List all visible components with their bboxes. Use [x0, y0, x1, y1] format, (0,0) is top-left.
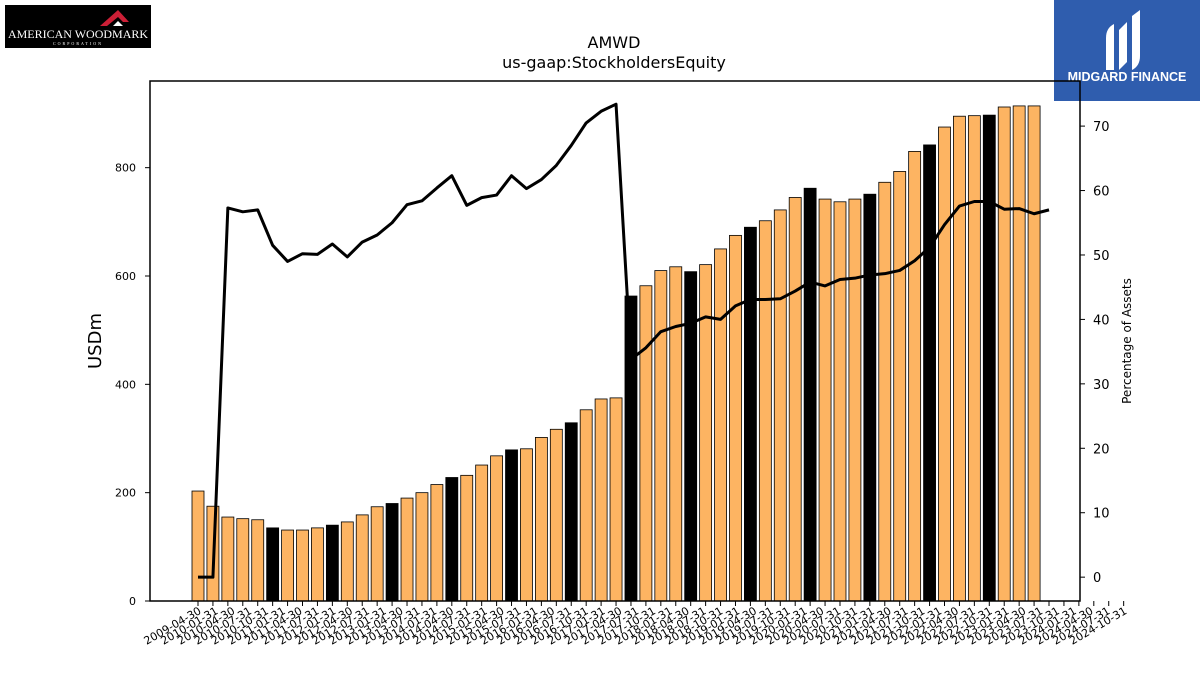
midgard-logo-text: MIDGARD FINANCE	[1068, 70, 1187, 84]
logo-mark-icon: AMERICAN WOODMARK CORPORATION	[8, 10, 148, 46]
equity-bar	[609, 397, 623, 602]
equity-bar	[400, 497, 414, 602]
equity-bar	[699, 264, 713, 602]
equity-bar	[460, 474, 474, 602]
equity-bar	[236, 518, 250, 602]
y2-tick-label: 60	[1093, 185, 1110, 200]
y-tick-label: 600	[115, 270, 136, 283]
y2-tick-label: 30	[1093, 378, 1110, 393]
equity-bar	[744, 226, 757, 602]
equity-bar	[520, 448, 533, 602]
equity-bar	[863, 193, 877, 602]
equity-bar	[490, 455, 504, 602]
y2-axis-label: Percentage of Assets	[1120, 278, 1134, 404]
y-tick-label: 400	[115, 378, 136, 391]
logo-text: AMERICAN WOODMARK	[8, 27, 148, 41]
equity-bar	[908, 151, 922, 602]
equity-bar	[430, 484, 444, 602]
equity-bar	[475, 464, 489, 602]
equity-bar	[534, 437, 548, 602]
equity-bar	[340, 521, 354, 602]
equity-bar	[579, 409, 593, 602]
equity-bar	[654, 270, 668, 602]
equity-bar	[997, 106, 1011, 602]
equity-bar	[848, 198, 862, 602]
equity-bar	[549, 428, 563, 602]
y2-tick-label: 50	[1093, 249, 1110, 264]
equity-bar	[669, 266, 683, 602]
y2-tick-label: 20	[1093, 442, 1110, 457]
equity-bar	[445, 477, 459, 602]
plot-frame	[149, 80, 1081, 602]
equity-bar	[355, 514, 369, 602]
equity-bar	[938, 126, 951, 602]
y-tick-label: 800	[115, 162, 136, 175]
midgard-emblem-icon: MIDGARD FINANCE	[1068, 10, 1187, 84]
midgard-finance-logo: MIDGARD FINANCE	[1054, 0, 1200, 101]
equity-bar	[714, 248, 727, 602]
equity-bar	[221, 516, 235, 602]
y2-tick-label: 70	[1093, 120, 1110, 135]
equity-bar	[296, 529, 309, 602]
y2-tick-label: 40	[1093, 313, 1110, 328]
y-tick-label: 0	[129, 595, 136, 608]
equity-bar	[729, 234, 742, 602]
logo-subtext: CORPORATION	[53, 41, 103, 46]
equity-bar	[803, 187, 817, 602]
equity-bar	[893, 171, 907, 602]
equity-bar	[251, 519, 265, 602]
y2-tick-label: 10	[1093, 507, 1110, 522]
equity-bar	[311, 527, 324, 602]
chart-title: AMWD	[588, 33, 641, 52]
y2-tick-label: 0	[1093, 571, 1101, 586]
equity-bar	[370, 506, 384, 602]
equity-bar	[594, 398, 608, 602]
equity-bar	[564, 422, 578, 602]
american-woodmark-logo: AMERICAN WOODMARK CORPORATION	[5, 5, 151, 48]
equity-bar	[953, 115, 966, 602]
equity-bar	[878, 181, 892, 602]
equity-bar	[505, 449, 518, 602]
equity-bar	[325, 524, 339, 602]
equity-bar	[191, 490, 205, 602]
equity-bar	[788, 197, 802, 602]
equity-bar	[1012, 105, 1026, 602]
equity-bar	[833, 201, 847, 602]
equity-bar	[923, 144, 936, 602]
equity-bar	[639, 285, 653, 602]
equity-bar	[773, 209, 787, 602]
equity-bar	[385, 503, 399, 602]
equity-bar	[982, 114, 996, 602]
equity-bar	[818, 198, 832, 602]
equity-bar	[266, 527, 280, 602]
equity-bar	[1027, 105, 1041, 602]
chart-subtitle: us-gaap:StockholdersEquity	[502, 53, 726, 72]
equity-bar	[758, 220, 772, 602]
equity-bar	[281, 529, 294, 602]
equity-bar	[415, 492, 429, 602]
percentage-of-assets-line	[198, 102, 1050, 579]
y-axis-label: USDm	[85, 313, 106, 369]
y-tick-label: 200	[115, 487, 136, 500]
equity-bar	[967, 115, 981, 602]
